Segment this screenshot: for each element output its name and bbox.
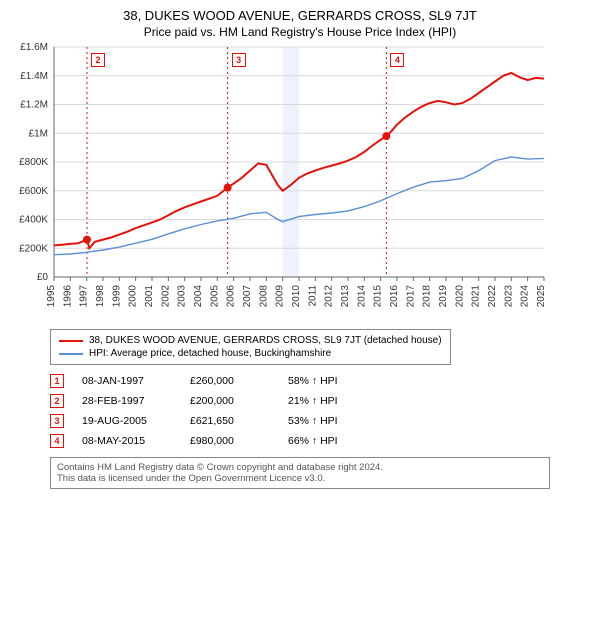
footer-line: Contains HM Land Registry data © Crown c… bbox=[57, 462, 543, 473]
sale-row: 4 08-MAY-2015 £980,000 66% ↑ HPI bbox=[50, 431, 590, 451]
sale-row: 3 19-AUG-2005 £621,650 53% ↑ HPI bbox=[50, 411, 590, 431]
sale-marker: 2 bbox=[50, 394, 64, 408]
legend-label: HPI: Average price, detached house, Buck… bbox=[89, 348, 331, 359]
sale-pct-vs-hpi: 21% ↑ HPI bbox=[288, 395, 368, 407]
page-title: 38, DUKES WOOD AVENUE, GERRARDS CROSS, S… bbox=[10, 8, 590, 23]
sale-marker: 3 bbox=[50, 414, 64, 428]
sale-date: 08-JAN-1997 bbox=[82, 375, 172, 387]
chart-sale-label: 3 bbox=[232, 53, 246, 67]
chart-sale-label: 2 bbox=[91, 53, 105, 67]
sale-price: £621,650 bbox=[190, 415, 270, 427]
chart-sale-label: 4 bbox=[390, 53, 404, 67]
sales-table: 1 08-JAN-1997 £260,000 58% ↑ HPI 2 28-FEB-199… bbox=[50, 371, 590, 451]
sale-pct-vs-hpi: 58% ↑ HPI bbox=[288, 375, 368, 387]
chart: £0£200K£400K£600K£800K£1M£1.2M£1.4M£1.6M… bbox=[10, 43, 550, 323]
legend-item: HPI: Average price, detached house, Buck… bbox=[59, 347, 442, 360]
sale-marker: 1 bbox=[50, 374, 64, 388]
sale-price: £200,000 bbox=[190, 395, 270, 407]
page-subtitle: Price paid vs. HM Land Registry's House … bbox=[10, 25, 590, 39]
sale-price: £980,000 bbox=[190, 435, 270, 447]
sale-date: 19-AUG-2005 bbox=[82, 415, 172, 427]
sale-price: £260,000 bbox=[190, 375, 270, 387]
sale-date: 28-FEB-1997 bbox=[82, 395, 172, 407]
sale-date: 08-MAY-2015 bbox=[82, 435, 172, 447]
legend: 38, DUKES WOOD AVENUE, GERRARDS CROSS, S… bbox=[50, 329, 451, 365]
footer-attribution: Contains HM Land Registry data © Crown c… bbox=[50, 457, 550, 489]
sale-marker: 4 bbox=[50, 434, 64, 448]
sale-row: 1 08-JAN-1997 £260,000 58% ↑ HPI bbox=[50, 371, 590, 391]
footer-line: This data is licensed under the Open Gov… bbox=[57, 473, 543, 484]
legend-item: 38, DUKES WOOD AVENUE, GERRARDS CROSS, S… bbox=[59, 334, 442, 347]
sale-row: 2 28-FEB-1997 £200,000 21% ↑ HPI bbox=[50, 391, 590, 411]
legend-label: 38, DUKES WOOD AVENUE, GERRARDS CROSS, S… bbox=[89, 335, 442, 346]
legend-swatch bbox=[59, 340, 83, 342]
sale-pct-vs-hpi: 66% ↑ HPI bbox=[288, 435, 368, 447]
legend-swatch bbox=[59, 353, 83, 355]
sale-pct-vs-hpi: 53% ↑ HPI bbox=[288, 415, 368, 427]
